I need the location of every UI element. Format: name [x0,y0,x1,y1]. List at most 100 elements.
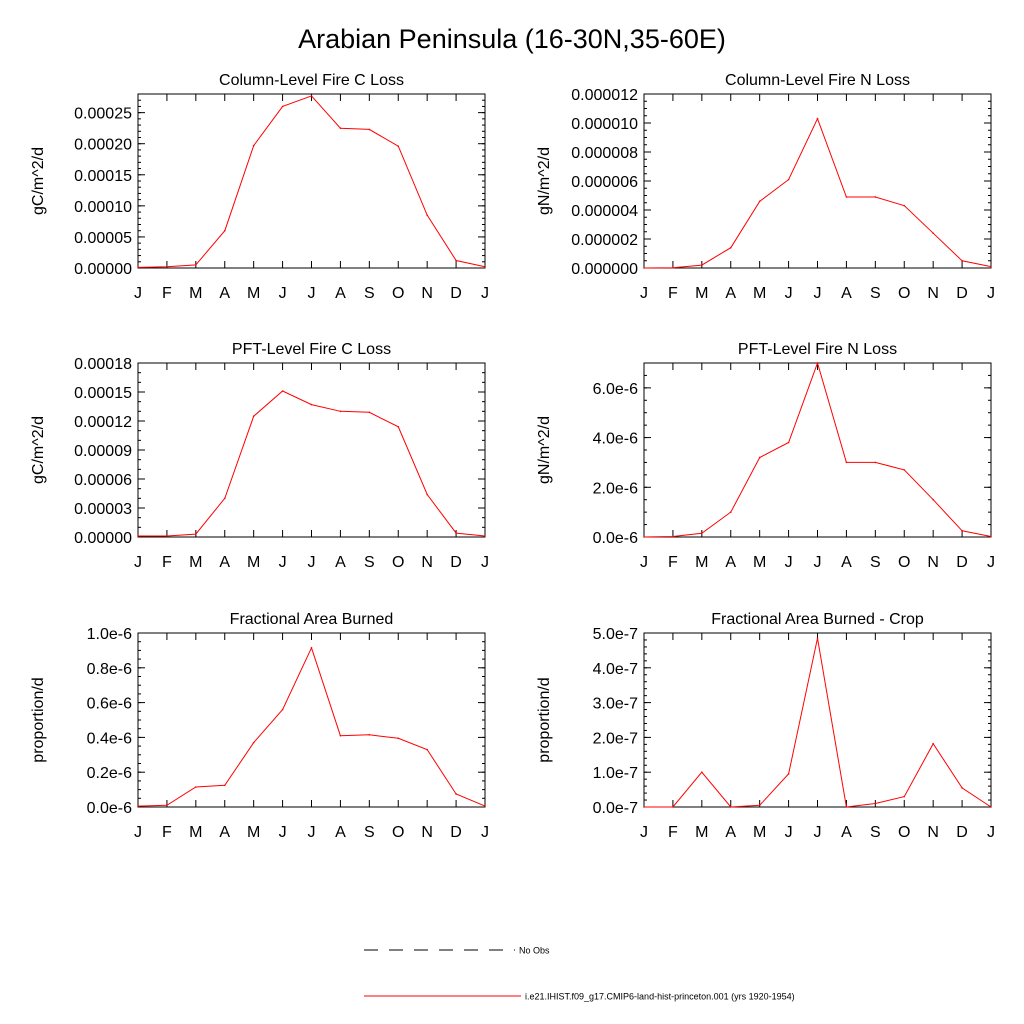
data-point [137,266,139,269]
data-point [787,773,790,775]
y-tick-label: 0.000006 [571,174,638,191]
x-tick-label: N [927,285,939,302]
panel-title: Column-Level Fire C Loss [219,72,404,89]
series-line [138,390,486,537]
y-tick-label: 4.0e-6 [593,431,638,448]
x-tick-label: M [247,285,260,302]
x-tick-label: J [134,285,142,302]
x-tick-label: J [640,285,648,302]
series-line [643,117,992,269]
data-point [816,362,819,364]
data-point [223,497,226,500]
x-tick-label: M [695,824,708,841]
chart-panel: Column-Level Fire C Loss gC/m^2/d 0.00000 0… [30,72,489,302]
x-tick-label: A [219,285,230,302]
x-tick-label: F [668,824,678,841]
legend: No Obs i.e21.IHIST.f09_g17.CMIP6-land-his… [364,946,795,1002]
data-point [701,532,703,535]
data-point [903,469,906,471]
data-point [845,196,848,198]
y-tick-label: 0.00005 [74,230,132,247]
chart-panel: PFT-Level Fire N Loss gN/m^2/d 0.0e-6 2.0e-… [536,341,995,571]
y-tick-label: 0.00018 [74,356,132,373]
y-tick-label: 0.00025 [74,106,132,123]
x-tick-label: A [841,824,852,841]
data-point [787,178,790,181]
data-point [455,793,457,795]
x-tick-label: M [189,285,202,302]
data-point [252,415,255,417]
x-tick-label: M [247,824,260,841]
x-tick-label: O [392,285,404,302]
x-tick-label: F [162,824,172,841]
data-point [455,259,457,262]
data-point [903,795,906,798]
x-tick-label: J [481,554,489,571]
y-tick-label: 0.00000 [74,261,132,278]
x-tick-label: A [335,554,346,571]
data-point [281,105,284,108]
y-tick-label: 0.0e-6 [87,800,132,817]
y-tick-label: 0.000002 [571,232,638,249]
series-line [644,638,992,808]
x-tick-label: M [247,554,260,571]
x-tick-label: S [870,285,881,302]
x-tick-label: D [450,824,462,841]
chart-panel: Fractional Area Burned - Crop proportion/… [536,611,995,841]
x-tick-label: J [814,824,822,841]
y-axis-label: gN/m^2/d [536,147,553,215]
data-point [729,806,732,808]
y-tick-label: 3.0e-7 [593,696,638,713]
x-tick-label: J [279,285,287,302]
x-tick-label: N [421,554,433,571]
x-tick-label: N [421,824,433,841]
y-tick-label: 2.0e-6 [593,480,638,497]
y-axis-label: gC/m^2/d [30,416,47,484]
data-point [961,529,963,532]
data-point [368,128,371,131]
x-tick-label: J [987,824,995,841]
x-tick-label: J [481,285,489,302]
legend-label: No Obs [519,946,550,956]
x-tick-label: J [987,285,995,302]
y-tick-label: 1.0e-6 [87,626,132,643]
x-tick-label: J [640,824,648,841]
x-tick-label: D [956,824,968,841]
y-tick-label: 0.00006 [74,472,132,489]
x-tick-label: J [308,285,316,302]
x-tick-label: M [695,554,708,571]
data-point [874,196,877,198]
x-tick-label: O [392,554,404,571]
x-tick-label: S [364,554,375,571]
data-point [397,737,400,740]
data-point [672,806,674,808]
plot-frame [137,632,486,808]
x-tick-label: J [785,554,793,571]
y-tick-label: 0.0e-7 [593,800,638,817]
data-point [932,742,934,745]
y-tick-label: 4.0e-7 [593,661,638,678]
x-tick-label: D [956,285,968,302]
data-point [874,802,877,805]
data-point [729,511,732,513]
x-tick-label: O [898,824,910,841]
plot-frame [643,632,992,808]
x-tick-label: A [725,285,736,302]
data-point [932,232,934,234]
data-point [455,532,457,534]
x-tick-label: N [927,554,939,571]
y-tick-label: 1.0e-7 [593,765,638,782]
data-point [816,637,819,640]
x-tick-label: N [927,824,939,841]
x-tick-label: M [189,554,202,571]
data-point [816,117,819,120]
x-tick-label: D [450,554,462,571]
y-tick-label: 2.0e-7 [593,730,638,747]
x-tick-label: M [695,285,708,302]
data-point [484,535,486,537]
data-point [166,804,168,807]
data-point [961,787,963,789]
x-tick-label: J [987,554,995,571]
x-tick-label: J [814,285,822,302]
